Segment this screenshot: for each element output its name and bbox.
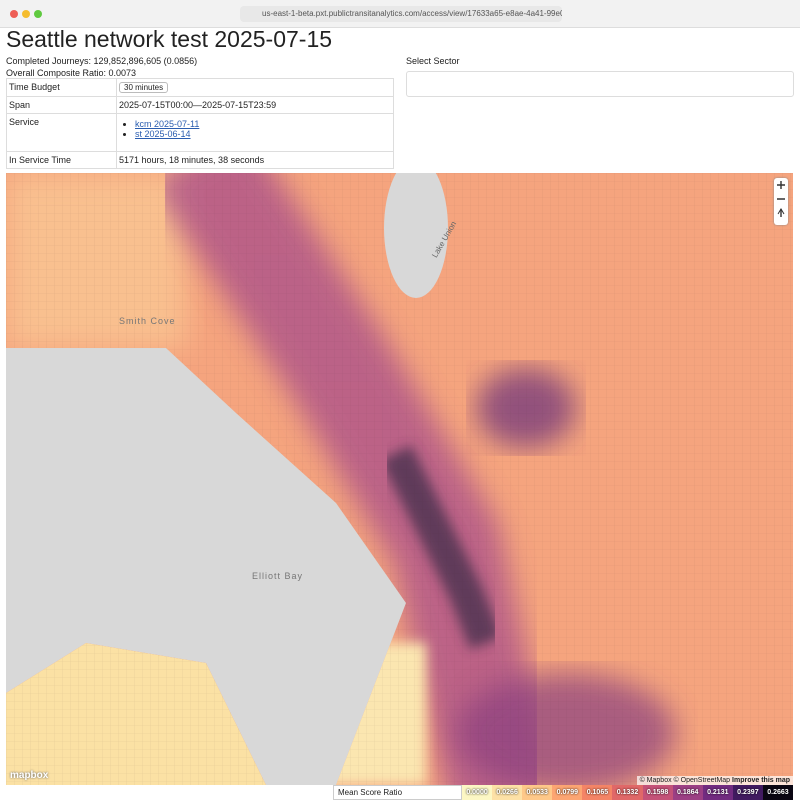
row: In Service Time 5171 hours, 18 minutes, 3… <box>6 151 394 169</box>
browser-toolbar: us-east-1-beta.pxt.publictransitanalytic… <box>0 0 800 28</box>
cell: Span <box>6 96 117 114</box>
composite-ratio: Overall Composite Ratio: 0.0073 <box>6 68 137 78</box>
service-list: kcm 2025-07-11st 2025-06-14 <box>119 119 391 139</box>
row: Servicekcm 2025-07-11st 2025-06-14 <box>6 113 394 152</box>
row: Time Budget 30 minutes <box>6 78 394 97</box>
legend-swatch: 0.1598 <box>642 785 673 800</box>
lake <box>384 173 448 298</box>
time-budget-select[interactable]: 30 minutes <box>119 82 169 93</box>
map-label: Elliott Bay <box>252 571 304 581</box>
cell: 30 minutes <box>116 78 394 97</box>
attribution: © Mapbox © OpenStreetMap Improve this ma… <box>636 776 793 785</box>
service-link[interactable]: st 2025-06-14 <box>135 129 191 139</box>
page-title: Seattle network test 2025-07-15 <box>6 26 333 52</box>
service-item: kcm 2025-07-11 <box>135 119 391 129</box>
metric-select[interactable]: Mean Score Ratio <box>333 785 462 800</box>
zoom-controls <box>774 178 788 225</box>
legend-swatch: 0.2663 <box>762 785 794 800</box>
close-button[interactable] <box>10 10 18 18</box>
cell: 5171 hours, 18 minutes, 38 seconds <box>116 151 394 169</box>
minimize-button[interactable] <box>22 10 30 18</box>
cell: Service <box>6 113 117 152</box>
cell: 2025-07-15T00:00—2025-07-15T23:59 <box>116 96 394 114</box>
zoom-button[interactable] <box>34 10 42 18</box>
legend-swatch: 0.2397 <box>732 785 763 800</box>
attribution-item[interactable]: © OpenStreetMap <box>673 777 731 784</box>
cell: In Service Time <box>6 151 117 169</box>
row: Span 2025-07-15T00:00—2025-07-15T23:59 <box>6 96 394 114</box>
summary-table: Time Budget 30 minutes Span 2025-07-15T00:… <box>6 78 394 169</box>
legend: 0.0000 0.0266 0.0533 0.0799 0.1065 0.1332 0.15… <box>462 785 794 800</box>
legend-swatch: 0.1065 <box>582 785 613 800</box>
legend-swatch: 0.1864 <box>672 785 703 800</box>
sector-label: Select Sector <box>406 56 460 66</box>
heatmap <box>6 173 793 785</box>
map-label: Smith Cove <box>119 316 176 326</box>
service-item: st 2025-06-14 <box>135 129 391 139</box>
legend-swatch: 0.0266 <box>492 785 523 800</box>
legend-swatch: 0.1332 <box>612 785 643 800</box>
legend-swatch: 0.2131 <box>702 785 733 800</box>
sector-select[interactable] <box>406 71 794 97</box>
zoom-icons[interactable] <box>774 178 788 220</box>
cell: Time Budget <box>6 78 117 97</box>
attribution-item[interactable]: Improve this map <box>732 777 790 784</box>
address-bar[interactable]: us-east-1-beta.pxt.publictransitanalytic… <box>240 6 562 22</box>
completed-journeys: Completed Journeys: 129,852,896,605 (0.0… <box>6 56 198 66</box>
attribution-item[interactable]: © Mapbox <box>639 777 672 784</box>
legend-swatch: 0.0000 <box>462 785 493 800</box>
service-link[interactable]: kcm 2025-07-11 <box>135 119 200 129</box>
cell: kcm 2025-07-11st 2025-06-14 <box>116 113 394 152</box>
map[interactable]: Smith Cove Elliott Bay Lake Union mapbox… <box>6 173 793 785</box>
mapbox-logo[interactable]: mapbox <box>10 770 49 781</box>
legend-swatch: 0.0533 <box>522 785 553 800</box>
legend-swatch: 0.0799 <box>552 785 583 800</box>
